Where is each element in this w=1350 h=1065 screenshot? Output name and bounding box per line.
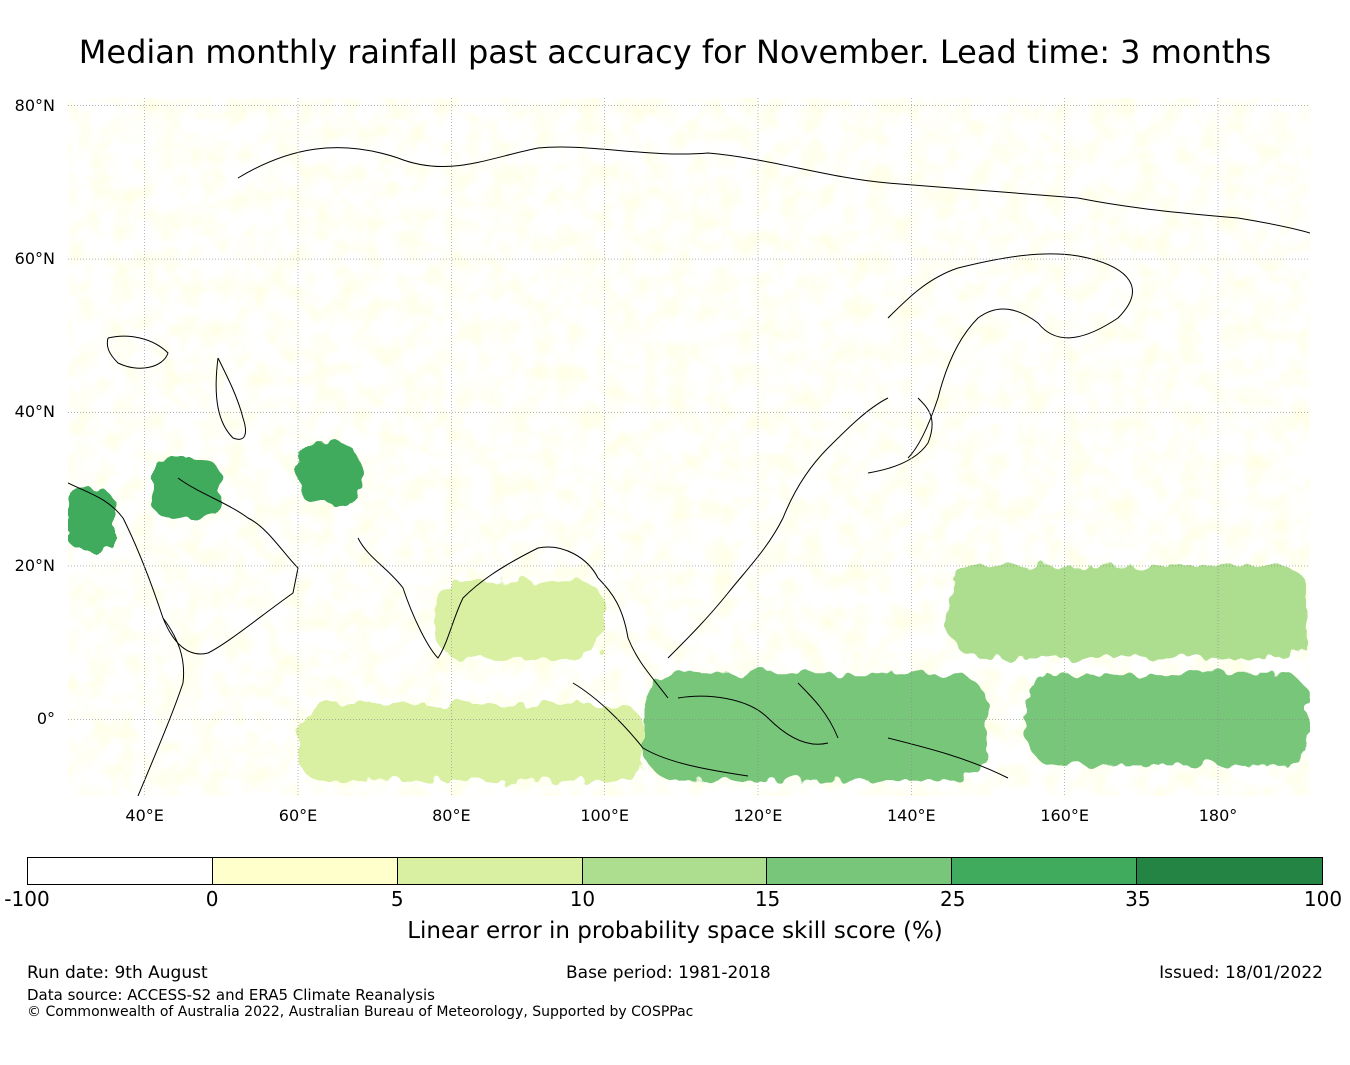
coastline-japan [867, 397, 933, 474]
coastline-black-sea [106, 335, 169, 369]
colorbar-segment [582, 858, 768, 884]
colorbar-segment [767, 858, 953, 884]
coastline [68, 146, 1310, 796]
data-source: Data source: ACCESS-S2 and ERA5 Climate … [27, 986, 435, 1004]
colorbar-segment [397, 858, 583, 884]
latitude-label: 0° [36, 709, 55, 729]
copyright: © Commonwealth of Australia 2022, Austra… [27, 1004, 694, 1020]
skill-region-red-sea-coast [68, 489, 114, 551]
skill-region-arabia-east [152, 458, 222, 520]
skill-region-bay-of-bengal [436, 581, 605, 658]
skill-region-indian-ocean-band [298, 703, 643, 781]
map-title: Median monthly rainfall past accuracy fo… [78, 33, 1272, 71]
longitude-label: 100°E [580, 806, 629, 825]
latitude-label: 80°N [14, 95, 55, 115]
colorbar-tick-label: 0 [205, 887, 219, 911]
longitude-label: 80°E [432, 806, 471, 825]
colorbar-tick-label: 10 [569, 887, 596, 911]
issued-date: Issued: 18/01/2022 [1159, 963, 1323, 983]
longitude-label: 160°E [1040, 806, 1089, 825]
colorbar-tick-label: 5 [390, 887, 404, 911]
colorbar-segment [212, 858, 398, 884]
base-period: Base period: 1981-2018 [566, 963, 771, 983]
skill-score-map [68, 98, 1310, 796]
longitude-label: 40°E [125, 806, 164, 825]
colorbar [27, 857, 1323, 885]
longitude-label: 140°E [887, 806, 936, 825]
coastline-southeast-asia [597, 397, 889, 699]
coastline-russia-north [237, 146, 1310, 234]
latitude-label: 40°N [14, 402, 55, 422]
colorbar-segment [28, 858, 213, 884]
latitude-label: 60°N [14, 249, 55, 269]
colorbar-tick-label: 25 [939, 887, 966, 911]
colorbar-tick-label: 35 [1125, 887, 1151, 911]
colorbar-segment [952, 858, 1138, 884]
coastline-caspian [215, 357, 246, 440]
colorbar-tick-label: -100 [4, 887, 50, 911]
longitude-label: 60°E [278, 806, 318, 825]
coastline-india [357, 537, 599, 659]
run-date: Run date: 9th August [27, 963, 208, 983]
latitude-label: 20°N [14, 555, 55, 575]
skill-region-tropical-west-pacific-band [949, 565, 1310, 658]
skill-region-equatorial-pacific-band [1026, 673, 1310, 766]
colorbar-label: Linear error in probability space skill … [407, 918, 943, 944]
colorbar-tick-label: 100 [1303, 887, 1343, 911]
longitude-label: 120°E [733, 806, 783, 825]
colorbar-tick-label: 15 [754, 887, 781, 911]
coastline-africa-arabia [68, 477, 299, 796]
coastline-indonesia [572, 682, 1009, 779]
graticule [68, 98, 1310, 796]
colorbar-segment [1137, 858, 1322, 884]
coastline-far-east [887, 253, 1133, 459]
longitude-label: 180° [1198, 806, 1238, 825]
skill-region-maritime-continent [643, 673, 988, 781]
skill-region-afghanistan [298, 443, 360, 505]
